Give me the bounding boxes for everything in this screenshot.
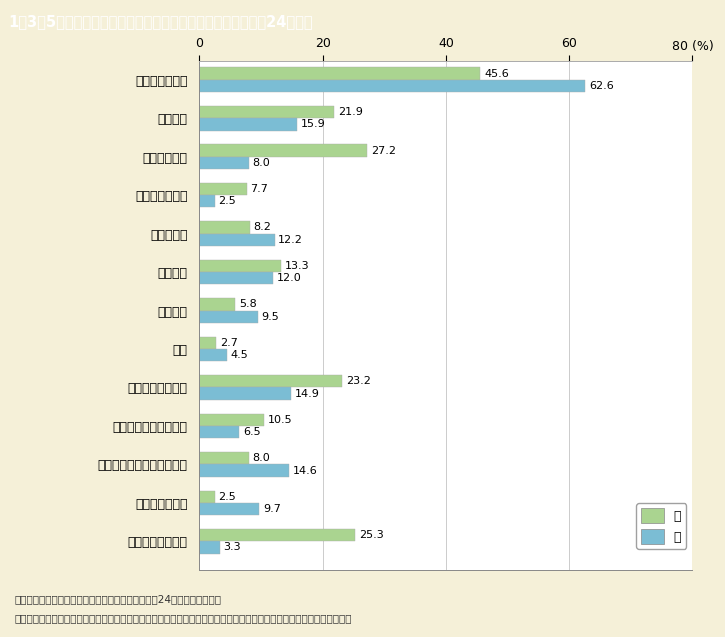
Text: 8.2: 8.2	[254, 222, 271, 233]
Text: 3.3: 3.3	[223, 543, 241, 552]
Bar	[199, 337, 216, 349]
Bar	[199, 221, 250, 234]
Bar	[199, 387, 291, 400]
Text: 2.7: 2.7	[220, 338, 238, 348]
Text: 7.7: 7.7	[251, 184, 268, 194]
Text: 14.6: 14.6	[293, 466, 318, 475]
Text: 80 (%): 80 (%)	[671, 40, 713, 53]
Text: 5.8: 5.8	[239, 299, 257, 310]
Bar	[199, 234, 275, 246]
Bar	[199, 183, 247, 195]
Text: 13.3: 13.3	[285, 261, 310, 271]
Text: 21.9: 21.9	[338, 107, 363, 117]
Bar	[199, 464, 289, 476]
Text: 2.5: 2.5	[218, 492, 236, 502]
Text: （備考）　１．最高裁判所「司法統計年報」（平成24年度）より作成。: （備考） １．最高裁判所「司法統計年報」（平成24年度）より作成。	[14, 594, 222, 604]
Bar	[199, 490, 215, 503]
Text: 1－3－5図　婚姻関係事件における申立ての動機別割合（平成24年度）: 1－3－5図 婚姻関係事件における申立ての動機別割合（平成24年度）	[9, 14, 313, 29]
Text: 6.5: 6.5	[243, 427, 261, 437]
Text: 8.0: 8.0	[252, 158, 270, 168]
Text: 10.5: 10.5	[268, 415, 292, 425]
Text: 27.2: 27.2	[370, 145, 396, 155]
Bar	[199, 452, 249, 464]
Bar	[199, 529, 355, 541]
Bar	[199, 310, 258, 323]
Bar	[199, 106, 334, 118]
Bar	[199, 195, 215, 208]
Text: 9.5: 9.5	[262, 311, 279, 322]
Bar	[199, 80, 585, 92]
Bar	[199, 375, 342, 387]
Text: 23.2: 23.2	[346, 376, 371, 386]
Bar	[199, 298, 235, 310]
Text: 9.7: 9.7	[263, 504, 281, 514]
Text: 2.5: 2.5	[218, 196, 236, 206]
Text: 25.3: 25.3	[359, 530, 384, 540]
Text: 12.2: 12.2	[278, 235, 303, 245]
Bar	[199, 413, 264, 426]
Text: 62.6: 62.6	[589, 81, 613, 91]
Bar	[199, 145, 367, 157]
Bar	[199, 260, 281, 272]
Bar	[199, 541, 220, 554]
Bar	[199, 349, 227, 361]
Text: 14.9: 14.9	[295, 389, 320, 399]
Bar	[199, 426, 239, 438]
Bar	[199, 272, 273, 284]
Bar	[199, 503, 259, 515]
Text: 8.0: 8.0	[252, 453, 270, 463]
Legend: 妻, 夫: 妻, 夫	[636, 503, 686, 548]
Text: 45.6: 45.6	[484, 69, 509, 78]
Text: 15.9: 15.9	[301, 119, 326, 129]
Text: 12.0: 12.0	[277, 273, 302, 283]
Text: ２．申立ての動機は，申立人の言う動機のうち主なものを３個まで挙げる方法で調査し，重複集計したもの。: ２．申立ての動機は，申立人の言う動機のうち主なものを３個まで挙げる方法で調査し，…	[14, 613, 352, 623]
Text: 4.5: 4.5	[231, 350, 249, 360]
Bar	[199, 118, 297, 131]
Bar	[199, 68, 481, 80]
Bar	[199, 157, 249, 169]
